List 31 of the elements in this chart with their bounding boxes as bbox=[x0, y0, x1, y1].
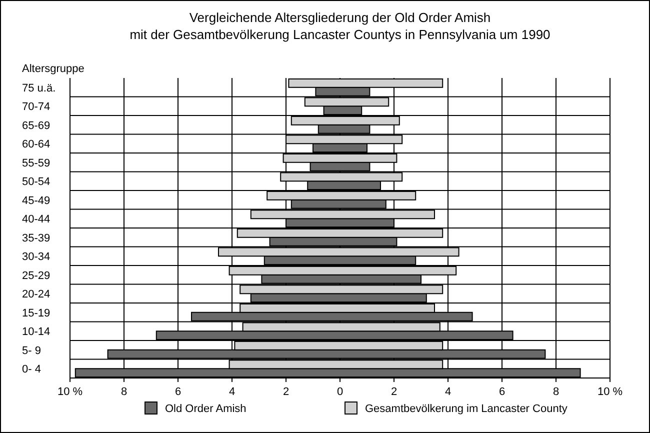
y-tick-label: 10-14 bbox=[22, 326, 50, 338]
y-tick-label: 25-29 bbox=[22, 270, 50, 282]
y-tick-label: 65-69 bbox=[22, 120, 50, 132]
y-tick-label: 50-54 bbox=[22, 176, 50, 188]
x-tick-label: 8 bbox=[120, 386, 128, 398]
x-tick-label: 4 bbox=[228, 386, 236, 398]
y-tick-label: 0- 4 bbox=[22, 364, 41, 376]
x-tick-label: 6 bbox=[498, 386, 506, 398]
x-tick-label: 0 bbox=[336, 386, 344, 398]
x-tick-label: 2 bbox=[282, 386, 290, 398]
chart-title: Vergleichende Altersgliederung der Old Order Amish mit der Gesamtbevölkerung Lancaster Countys in Pennsylvania um 1990 bbox=[130, 10, 550, 42]
legend-label: Gesamtbevölkerung im Lancaster County bbox=[365, 403, 568, 415]
y-tick-label: 35-39 bbox=[22, 232, 50, 244]
y-tick-label: 55-59 bbox=[22, 157, 50, 170]
y-tick-label: 70-74 bbox=[22, 101, 50, 114]
y-tick-label: 45-49 bbox=[22, 194, 50, 207]
x-tick-label: 10 % bbox=[57, 386, 83, 398]
y-axis-title: Altersgruppe bbox=[22, 63, 84, 75]
y-tick-label: 5- 9 bbox=[22, 344, 41, 357]
y-tick-label: 20-24 bbox=[22, 288, 50, 301]
x-tick-label: 6 bbox=[174, 386, 182, 398]
y-tick-label: 15-19 bbox=[22, 307, 50, 320]
x-tick-label: 10 % bbox=[597, 386, 623, 398]
x-tick-label: 4 bbox=[444, 386, 452, 398]
x-tick-label: 2 bbox=[390, 386, 398, 398]
legend-label: Old Order Amish bbox=[165, 403, 246, 415]
y-tick-label: 30-34 bbox=[22, 251, 50, 264]
y-tick-label: 40-44 bbox=[22, 214, 50, 226]
y-tick-label: 75 u.ä. bbox=[22, 82, 56, 94]
y-tick-label: 60-64 bbox=[22, 138, 50, 151]
x-tick-label: 8 bbox=[552, 386, 560, 398]
